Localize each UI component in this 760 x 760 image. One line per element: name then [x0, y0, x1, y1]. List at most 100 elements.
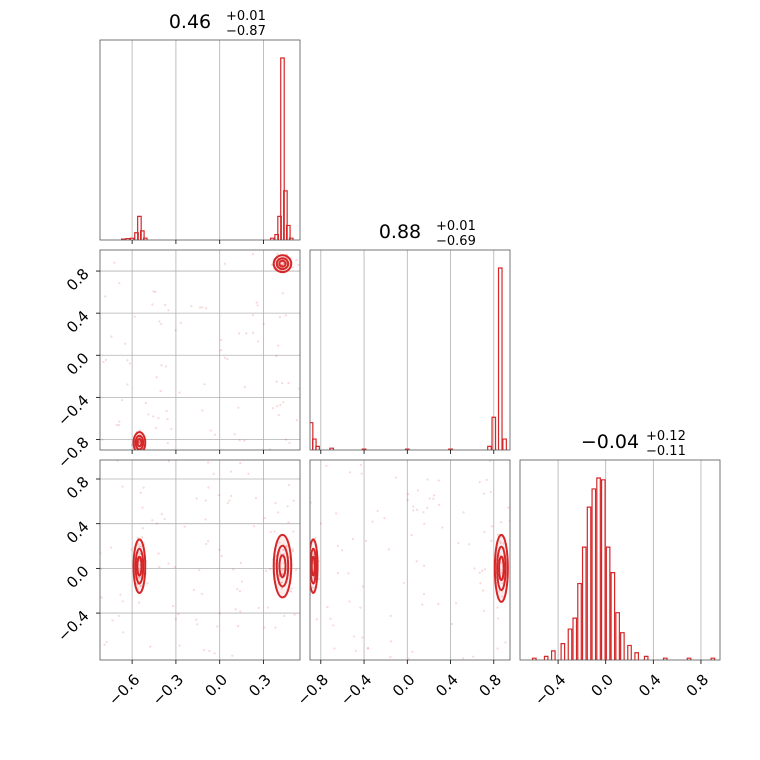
- scatter-2-1-xtick-label-1: −0.4: [337, 671, 375, 709]
- scatter-1-0-point-7: [295, 419, 298, 422]
- scatter-1-0-point-21: [147, 413, 150, 416]
- scatter-2-0-point-125: [289, 590, 293, 593]
- scatter-2-1-point-21: [389, 614, 392, 617]
- hist-1-bar-9: [497, 267, 503, 450]
- scatter-1-0-panel: −0.8 −0.4 0.0 0.4 0.8: [54, 249, 301, 472]
- scatter-1-0-point-62: [256, 304, 259, 307]
- scatter-2-1-point-123: [496, 606, 499, 609]
- scatter-2-0-point-105: [283, 614, 286, 617]
- scatter-1-0-point-19: [170, 427, 173, 430]
- scatter-2-0-point-122: [281, 569, 284, 572]
- hist-2-title: −0.04: [581, 431, 639, 453]
- scatter-1-0-point-56: [166, 418, 169, 421]
- hist-2-bar-5: [572, 617, 578, 660]
- scatter-1-0-point-31: [223, 356, 226, 359]
- scatter-2-0-point-12: [105, 640, 108, 644]
- hist-0-bar-4: [137, 215, 142, 240]
- scatter-1-0-point-168: [138, 443, 141, 446]
- scatter-2-0-point-33: [205, 542, 208, 545]
- scatter-2-1-point-89: [410, 534, 413, 537]
- scatter-2-0-point-128: [282, 548, 285, 552]
- scatter-2-0-point-88: [155, 522, 158, 525]
- scatter-2-1-point-57: [336, 572, 340, 575]
- scatter-2-0-xtick-label-2: 0.0: [201, 671, 231, 701]
- scatter-1-0-ytick-label-0: −0.8: [54, 433, 92, 471]
- hist-0-title-plus: +0.01: [226, 9, 266, 24]
- scatter-2-0-point-114: [280, 587, 283, 590]
- scatter-1-0-point-96: [281, 263, 284, 266]
- scatter-2-1-point-23: [352, 635, 356, 638]
- hist-2-xtick-label-1: 0.0: [587, 671, 617, 701]
- scatter-2-1-point-85: [483, 568, 487, 571]
- scatter-2-1-point-181: [307, 576, 309, 578]
- scatter-2-0-point-36: [206, 540, 210, 543]
- scatter-2-0-point-178: [137, 543, 140, 546]
- scatter-2-0-point-73: [236, 624, 240, 628]
- hist-2-bar-20: [686, 657, 692, 660]
- hist-1-bar-10: [502, 438, 507, 450]
- scatter-2-0-point-43: [204, 499, 207, 502]
- scatter-1-0-point-42: [201, 306, 204, 309]
- scatter-2-0-point-4: [292, 530, 295, 533]
- scatter-2-0-point-38: [158, 565, 161, 569]
- hist-1-panel: 0.88 +0.01−0.69: [309, 219, 511, 454]
- scatter-1-0-point-47: [158, 320, 161, 323]
- scatter-2-1-point-54: [325, 464, 328, 467]
- scatter-2-1-point-125: [501, 582, 504, 585]
- scatter-2-0-point-162: [130, 548, 133, 551]
- scatter-2-0-point-56: [231, 654, 234, 657]
- scatter-2-1-point-66: [422, 592, 426, 596]
- scatter-2-0-point-133: [280, 581, 283, 584]
- scatter-2-1-point-10: [483, 492, 486, 495]
- scatter-2-0-point-80: [216, 625, 219, 628]
- scatter-2-0-point-2: [122, 631, 125, 634]
- scatter-2-0-point-34: [100, 596, 103, 599]
- scatter-1-0-point-114: [270, 263, 274, 266]
- hist-1-bar-7: [487, 445, 492, 450]
- scatter-2-0-point-57: [116, 460, 119, 462]
- scatter-2-1-point-30: [422, 564, 426, 567]
- scatter-1-0-point-60: [154, 290, 157, 293]
- scatter-1-0-point-6: [152, 290, 155, 293]
- hist-0-bar-10: [280, 57, 285, 240]
- hist-2-title-value: −0.04: [581, 431, 639, 453]
- scatter-2-0-point-20: [110, 546, 113, 549]
- scatter-2-1-point-12: [462, 511, 465, 514]
- scatter-1-0-contour-1-1: [134, 434, 145, 450]
- scatter-2-0-xtick-label-0: −0.6: [105, 671, 143, 709]
- scatter-2-1-frame: [309, 459, 511, 661]
- hist-2-bar-18: [643, 655, 649, 660]
- scatter-2-0-point-15: [141, 527, 145, 530]
- scatter-2-0-contour-0-2: [278, 554, 287, 579]
- scatter-1-0-point-38: [178, 391, 181, 394]
- scatter-2-1-xtick-label-4: 0.8: [475, 671, 505, 701]
- hist-0-bar-13: [288, 237, 294, 240]
- scatter-1-0-point-84: [243, 386, 246, 389]
- scatter-2-0-point-50: [274, 626, 277, 629]
- scatter-2-0-point-102: [273, 530, 276, 533]
- hist-2-bar-6: [577, 582, 582, 660]
- scatter-1-0-point-27: [124, 342, 127, 345]
- scatter-2-1-point-112: [500, 521, 503, 524]
- scatter-2-0-panel: −0.6 −0.3 0.0 0.3 −0.4 0.0 0.4 0.8: [54, 459, 301, 709]
- scatter-2-1-point-79: [489, 490, 492, 493]
- scatter-1-0-point-67: [275, 355, 278, 358]
- scatter-1-0-point-154: [138, 440, 141, 443]
- scatter-2-1-xtick-label-0: −0.8: [294, 671, 332, 709]
- scatter-2-0-point-87: [254, 496, 258, 500]
- scatter-2-1-point-148: [499, 540, 502, 543]
- hist-1-frame: [309, 249, 511, 451]
- scatter-1-0-point-166: [140, 451, 142, 453]
- hist-1-bar-5: [404, 448, 410, 450]
- scatter-1-0-point-23: [205, 306, 208, 310]
- scatter-2-0-point-108: [281, 572, 284, 576]
- hist-2-bar-7: [581, 546, 587, 660]
- scatter-2-1-contour-1-2: [310, 555, 316, 577]
- scatter-2-1-point-77: [432, 497, 435, 500]
- scatter-2-0-point-11: [212, 472, 215, 475]
- scatter-2-1-point-65: [496, 617, 500, 620]
- scatter-2-1-point-86: [412, 509, 415, 512]
- hist-1-bar-2: [315, 445, 320, 450]
- hist-1-title-plus: +0.01: [436, 219, 476, 234]
- scatter-2-0-point-54: [207, 486, 210, 489]
